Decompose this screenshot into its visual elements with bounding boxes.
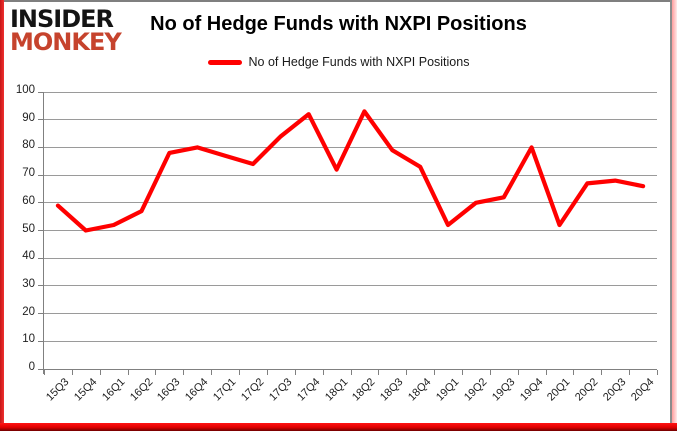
x-axis-label: 18Q4 [406, 376, 434, 404]
gridline-y-90 [44, 119, 657, 121]
x-tick-mark [294, 370, 296, 375]
series-line-nxpi [55, 109, 646, 233]
y-tick-mark [38, 119, 44, 121]
x-axis-label: 17Q3 [266, 376, 295, 404]
logo-line-insider: INSIDER [10, 5, 114, 33]
insider-monkey-logo: INSIDER MONKEY [10, 5, 122, 56]
frame-bottom-red-border [0, 423, 677, 431]
y-tick-mark [38, 230, 44, 231]
y-axis-label: 40 [22, 250, 35, 263]
logo-line-monkey: MONKEY [10, 28, 122, 56]
legend-label: No of Hedge Funds with NXPI Positions [248, 55, 470, 69]
x-axis-label: 19Q4 [517, 376, 546, 404]
y-axis-label: 30 [22, 277, 35, 290]
y-axis-label: 0 [28, 361, 35, 373]
y-axis-line [43, 92, 44, 374]
x-axis-label: 19Q2 [461, 376, 490, 404]
gridline-y-100 [44, 91, 657, 93]
x-axis-label: 18Q1 [322, 376, 351, 404]
gridline-y-10 [44, 340, 657, 342]
y-axis-label: 50 [22, 222, 35, 235]
x-axis-label: 17Q2 [238, 376, 267, 404]
x-axis-label: 20Q3 [601, 376, 629, 404]
y-tick-mark [38, 285, 44, 287]
y-axis-label: 20 [22, 305, 35, 318]
x-axis-label: 20Q1 [545, 376, 573, 404]
y-tick-mark [38, 340, 44, 342]
x-axis-label: 16Q3 [155, 376, 183, 404]
x-axis-label: 16Q2 [127, 376, 156, 404]
x-tick-mark [44, 370, 45, 375]
x-tick-mark [211, 370, 213, 375]
y-axis-label: 80 [22, 139, 35, 152]
gridline-y-70 [44, 174, 657, 176]
frame-right-glow [672, 0, 677, 423]
x-axis-label: 20Q4 [629, 376, 657, 404]
y-axis-label: 100 [15, 84, 35, 96]
gridline-y-20 [44, 313, 657, 315]
x-tick-mark [378, 370, 380, 375]
y-tick-mark [38, 313, 44, 315]
frame-top-border [4, 0, 672, 2]
x-axis-line [44, 369, 657, 370]
line-series-svg [55, 109, 646, 233]
y-tick-mark [38, 202, 44, 204]
y-axis-label: 70 [22, 167, 35, 180]
x-tick-mark [489, 370, 491, 375]
y-tick-mark [38, 174, 44, 176]
x-axis-label: 15Q3 [43, 376, 72, 404]
x-tick-mark [155, 370, 157, 375]
x-axis-label: 15Q4 [71, 376, 100, 404]
gridline-y-80 [44, 146, 657, 148]
x-tick-mark [434, 370, 436, 375]
x-axis-label: 20Q2 [573, 376, 601, 404]
x-tick-mark [517, 370, 519, 375]
chart-title: No of Hedge Funds with NXPI Positions [150, 13, 527, 35]
y-axis-label: 90 [22, 111, 35, 124]
x-axis-label: 19Q3 [489, 376, 518, 404]
gridline-y-50 [44, 230, 657, 231]
y-tick-mark [38, 91, 44, 93]
x-tick-mark [266, 370, 268, 375]
x-tick-mark [629, 370, 631, 375]
x-tick-mark [601, 370, 603, 375]
x-axis-label: 19Q1 [433, 376, 462, 404]
x-tick-mark [239, 370, 241, 375]
x-tick-mark [71, 370, 73, 375]
gridline-y-30 [44, 285, 657, 287]
legend: No of Hedge Funds with NXPI Positions [0, 55, 677, 69]
x-tick-mark [573, 370, 575, 375]
x-tick-mark [183, 370, 185, 375]
x-axis-label: 16Q1 [99, 376, 128, 404]
x-tick-mark [406, 370, 408, 375]
legend-line-swatch [207, 59, 242, 65]
gridline-y-40 [44, 257, 657, 259]
y-tick-mark [38, 257, 44, 259]
y-tick-mark [38, 146, 44, 148]
y-tick-mark [38, 368, 44, 370]
x-tick-mark [127, 370, 129, 375]
x-axis-label: 17Q1 [211, 376, 239, 404]
x-tick-mark [461, 370, 463, 375]
x-axis-label: 16Q4 [183, 376, 211, 404]
gridline-y-60 [44, 202, 657, 204]
frame-left-red-border [0, 0, 4, 431]
y-axis-label: 10 [22, 333, 35, 346]
x-tick-mark [99, 370, 101, 375]
x-tick-mark [350, 370, 352, 375]
frame-right-border [670, 0, 672, 423]
x-tick-mark [545, 370, 547, 375]
x-axis-label: 17Q4 [294, 376, 323, 404]
y-axis-label: 60 [22, 194, 35, 207]
x-axis-label: 18Q3 [378, 376, 406, 404]
x-tick-mark [322, 370, 324, 375]
x-tick-mark [657, 370, 658, 375]
x-axis-label: 18Q2 [350, 376, 378, 404]
